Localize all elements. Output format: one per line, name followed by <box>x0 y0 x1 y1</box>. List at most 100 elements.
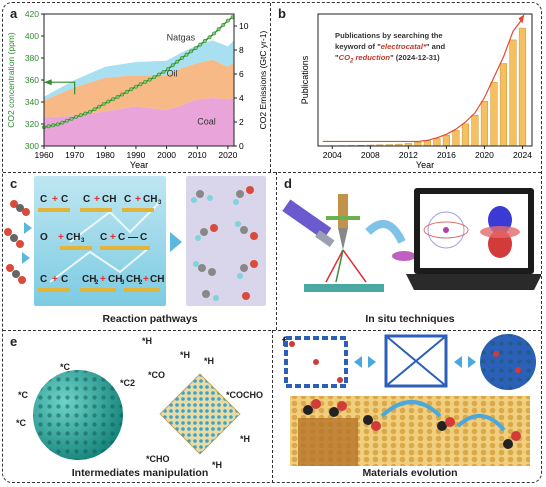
divider-col-ef <box>272 330 273 483</box>
annotation-keyword2: CO <box>338 53 350 62</box>
svg-text:3: 3 <box>81 238 85 244</box>
svg-text:—: — <box>128 232 138 243</box>
co2-point <box>143 80 148 84</box>
label-h5: *H <box>212 460 222 470</box>
annotation-line3b: " (2024-12-31) <box>390 53 440 62</box>
trend-line <box>322 18 523 143</box>
annotation-line3: "CO2 reduction" (2024-12-31) <box>335 52 505 68</box>
adsorbate-molecules-icon <box>303 399 521 449</box>
x-tick-label: 2020 <box>218 150 237 160</box>
co2-point <box>106 99 111 104</box>
co2-point <box>216 27 221 32</box>
panel-e-illustration: *C2 *C *C *C *H *H *H *H *H *CO *CHO *CO… <box>16 336 263 470</box>
co2-point <box>212 31 216 36</box>
svg-text:CH: CH <box>126 274 140 285</box>
svg-text:CH: CH <box>150 274 164 285</box>
laptop-icon <box>406 188 541 290</box>
co2-point <box>55 122 60 127</box>
x-tick-label: 2008 <box>361 150 380 160</box>
panel-d-caption: In situ techniques <box>365 313 455 325</box>
bar-2021 <box>490 82 498 147</box>
svg-text:C: C <box>140 232 147 243</box>
product-molecules-icon <box>191 186 258 301</box>
label-h1: *H <box>142 336 152 346</box>
co2-point <box>170 63 175 68</box>
panel-f-caption: Materials evolution <box>362 467 458 479</box>
bar-2019 <box>471 115 479 147</box>
y-axis-label: Publications <box>300 55 310 104</box>
x-tick-label: 2000 <box>157 150 176 160</box>
label-cho: *CHO <box>146 454 170 464</box>
area-label-oil: Oil <box>167 68 178 78</box>
svg-text:C: C <box>100 232 107 243</box>
trend-arrow-icon <box>518 14 525 24</box>
x-tick-label: 1970 <box>65 150 84 160</box>
svg-text:+: + <box>52 274 58 285</box>
co2-point <box>138 82 143 87</box>
co2-point <box>180 56 184 60</box>
co2-point <box>69 116 74 121</box>
svg-text:+: + <box>110 232 116 243</box>
co2-point <box>115 95 120 99</box>
svg-text:CH: CH <box>82 274 96 285</box>
panel-e-caption: Intermediates manipulation <box>71 467 209 479</box>
co2-point <box>83 111 88 116</box>
svg-text:C: C <box>83 194 90 205</box>
svg-text:2: 2 <box>95 280 99 286</box>
arrow-icon <box>24 222 32 234</box>
svg-text:+: + <box>52 194 58 205</box>
label-c1a: *C <box>60 362 71 372</box>
y-right-axis-label: CO2 Emissions (GtC yr-1) <box>258 30 268 129</box>
panel-c-caption: Reaction pathways <box>102 313 198 325</box>
co2-point <box>184 52 189 57</box>
nanoparticle-icon <box>480 334 536 390</box>
y-right-tick-label: 2 <box>239 117 244 127</box>
annotation-line2: keyword of "electrocatal*" and <box>335 41 505 52</box>
crystal-structure-icon <box>284 336 348 388</box>
co2-point <box>221 22 226 27</box>
panel-b-letter: b <box>278 6 286 21</box>
svg-text:C: C <box>40 274 47 285</box>
co2-point <box>65 118 69 123</box>
label-cocho: *COCHO <box>226 390 263 400</box>
x-axis-label: Year <box>130 160 148 170</box>
co2-point <box>202 39 207 43</box>
plot-frame <box>317 13 533 147</box>
svg-text:C: C <box>61 194 68 205</box>
panel-e-letter: e <box>10 334 18 349</box>
bar-2017 <box>452 130 460 147</box>
sample-stage <box>304 284 384 292</box>
co2-point <box>74 114 79 119</box>
co2-point <box>97 104 102 109</box>
svg-text:C: C <box>61 274 68 285</box>
products-box <box>186 176 266 306</box>
co2-point <box>193 46 198 51</box>
co2-point <box>157 72 161 77</box>
probe-icon <box>282 199 335 248</box>
svg-text:O: O <box>40 232 48 243</box>
y-right-tick-label: 6 <box>239 69 244 79</box>
co2-point <box>175 59 180 64</box>
annotation-line2a: keyword of " <box>335 42 381 51</box>
co2-point <box>134 84 138 89</box>
bar-2013 <box>414 141 422 147</box>
co2-point <box>189 49 193 54</box>
panel-d-letter: d <box>284 176 292 191</box>
y-right-tick-label: 0 <box>239 141 244 151</box>
svg-text:CH: CH <box>102 194 116 205</box>
co2-point <box>147 77 152 82</box>
divider-col-ab <box>270 3 271 172</box>
co2-point <box>120 92 125 97</box>
bar-2018 <box>461 123 470 147</box>
svg-text:CH: CH <box>66 232 80 243</box>
y-left-tick-label: 300 <box>25 141 39 151</box>
x-tick-label: 1990 <box>126 150 145 160</box>
x-tick-label: 2010 <box>188 150 207 160</box>
arrow-right-icon <box>170 232 182 252</box>
bar-2014 <box>423 140 431 147</box>
co2-point <box>161 69 166 74</box>
area-label-coal: Coal <box>197 116 216 126</box>
svg-text:C: C <box>118 232 125 243</box>
x-axis-label: Year <box>416 160 434 170</box>
label-co: *CO <box>148 370 165 380</box>
